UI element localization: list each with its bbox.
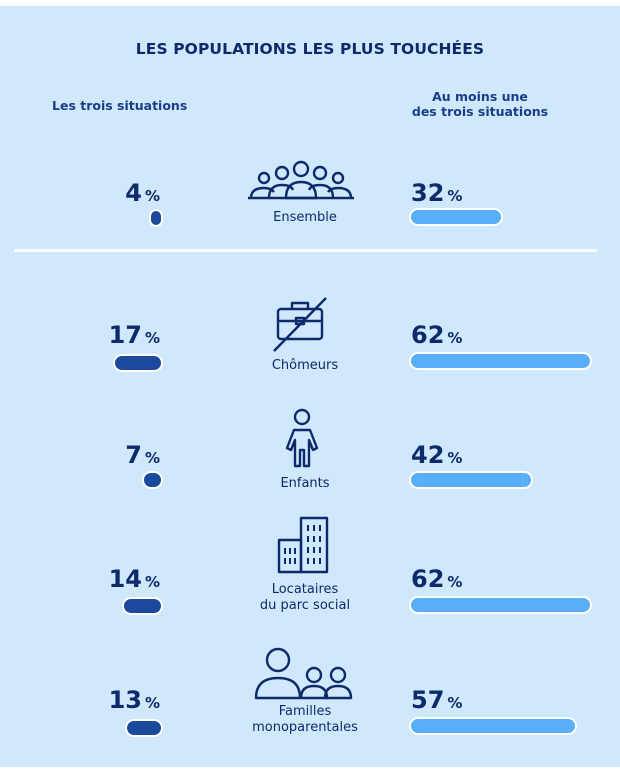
percent-sign: %	[144, 449, 160, 467]
row-label-line-2: du parc social	[259, 598, 351, 613]
chart-title: LES POPULATIONS LES PLUS TOUCHÉES	[135, 40, 485, 58]
bar-at-least-one	[409, 717, 578, 735]
pct-right: 32%	[411, 180, 462, 209]
child-icon	[285, 408, 319, 468]
value-right: 62	[411, 321, 445, 349]
column-header-line-2: des trois situations	[411, 104, 549, 119]
bar-three-situations	[142, 471, 163, 489]
value-left: 14	[108, 565, 142, 593]
value-right: 62	[411, 565, 445, 593]
row-label-line-1: Ensemble	[273, 210, 337, 225]
value-left: 4	[125, 179, 142, 207]
value-right: 32	[411, 179, 445, 207]
percent-sign: %	[144, 187, 160, 205]
chart-panel: LES POPULATIONS LES PLUS TOUCHÉES Les tr…	[0, 6, 620, 767]
pct-right: 57%	[411, 687, 462, 716]
bar-three-situations	[112, 354, 163, 372]
value-left: 17	[108, 321, 142, 349]
row-label: Familles monoparentales	[230, 704, 380, 736]
pct-left: 14%	[10, 566, 160, 595]
bar-at-least-one	[409, 596, 592, 614]
value-left: 13	[108, 686, 142, 714]
percent-sign: %	[447, 449, 463, 467]
buildings-icon	[277, 516, 329, 574]
row-label: Locataires du parc social	[230, 582, 380, 614]
percent-sign: %	[447, 573, 463, 591]
row-label-line-2: monoparentales	[252, 720, 358, 735]
bar-three-situations	[121, 597, 163, 615]
bar-three-situations	[124, 719, 163, 737]
row-label-line-1: Enfants	[280, 476, 330, 491]
value-left: 7	[125, 441, 142, 469]
row-label: Chômeurs	[230, 358, 380, 374]
pct-left: 13%	[10, 687, 160, 716]
pct-right: 62%	[411, 566, 462, 595]
percent-sign: %	[447, 187, 463, 205]
percent-sign: %	[144, 694, 160, 712]
percent-sign: %	[144, 329, 160, 347]
bar-at-least-one	[409, 471, 533, 489]
row-label: Ensemble	[230, 210, 380, 226]
pct-left: 7%	[10, 442, 160, 471]
row-label-line-1: Locataires	[271, 582, 339, 597]
family-icon	[254, 647, 353, 700]
percent-sign: %	[144, 573, 160, 591]
value-right: 57	[411, 686, 445, 714]
percent-sign: %	[447, 329, 463, 347]
divider	[14, 249, 597, 252]
bar-three-situations	[149, 209, 163, 227]
pct-left: 17%	[10, 322, 160, 351]
row-label-line-1: Chômeurs	[271, 358, 339, 373]
bar-at-least-one	[409, 208, 504, 226]
pct-right: 42%	[411, 442, 462, 471]
value-right: 42	[411, 441, 445, 469]
column-header-line-1: Au moins une	[432, 89, 528, 104]
percent-sign: %	[447, 694, 463, 712]
column-header-three-situations: Les trois situations	[52, 98, 188, 113]
group-icon	[248, 160, 354, 200]
row-label-line-1: Familles	[278, 704, 332, 719]
pct-right: 62%	[411, 322, 462, 351]
column-header-at-least-one: Au moins une des trois situations	[390, 89, 570, 119]
bar-at-least-one	[409, 352, 592, 370]
pct-left: 4%	[10, 180, 160, 209]
row-label: Enfants	[230, 476, 380, 492]
briefcase-crossed-icon	[273, 297, 327, 352]
